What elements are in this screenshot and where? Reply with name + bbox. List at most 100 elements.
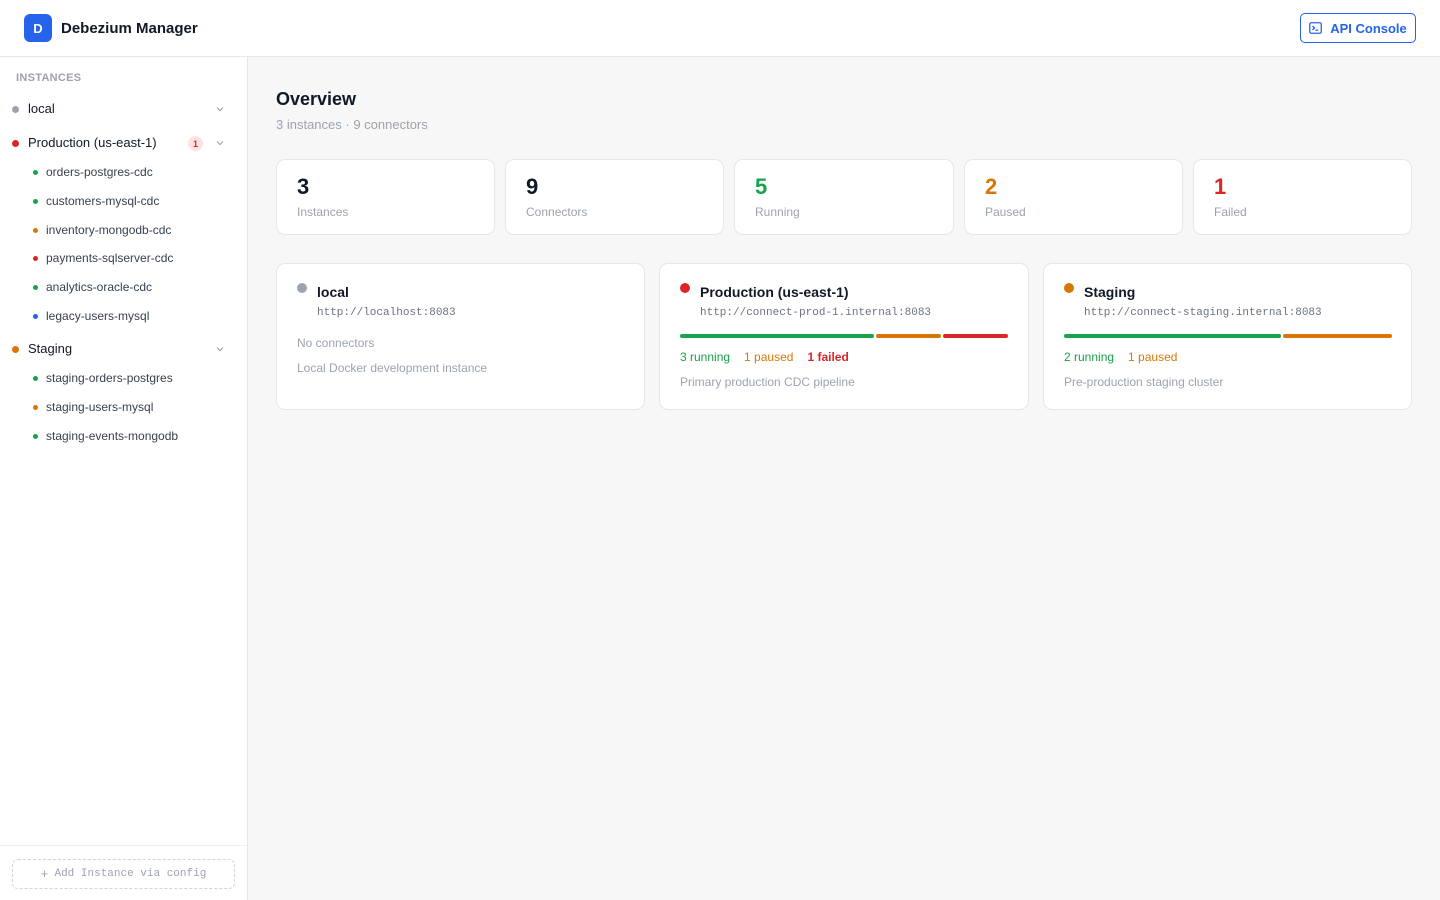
connector-label: payments-sqlserver-cdc [46, 251, 174, 265]
api-console-button[interactable]: API Console [1300, 13, 1416, 43]
status-dot [12, 140, 19, 147]
connector-label: orders-postgres-cdc [46, 165, 153, 179]
stat-label: Connectors [526, 205, 588, 219]
sidebar-instance-staging[interactable]: Staging [0, 336, 247, 362]
instance-name: local [317, 284, 349, 300]
sidebar-connector-item[interactable]: inventory-mongodb-cdc [0, 219, 247, 243]
connector-label: customers-mysql-cdc [46, 194, 160, 208]
brand[interactable]: D Debezium Manager [24, 14, 198, 42]
sidebar-instance-production[interactable]: Production (us-east-1) 1 [0, 130, 247, 156]
status-bar-segment-running [1064, 334, 1282, 338]
instance-name: Production (us-east-1) [700, 284, 849, 300]
status-dot [33, 405, 38, 410]
terminal-icon [1309, 22, 1323, 34]
failed-count-badge: 1 [188, 136, 203, 151]
stat-value: 3 [297, 174, 310, 199]
sidebar-connector-item[interactable]: staging-events-mongodb [0, 425, 247, 449]
top-bar: D Debezium Manager API Console [0, 0, 1440, 57]
sidebar-connector-item[interactable]: staging-orders-postgres [0, 367, 247, 391]
page-subtitle: 3 instances · 9 connectors [276, 117, 428, 132]
add-instance-label: Add Instance via config [54, 868, 207, 880]
main-content: Overview 3 instances · 9 connectors 3 In… [248, 57, 1440, 900]
status-count: 1 paused [744, 350, 794, 364]
connector-status-counts: 2 running 1 paused [1064, 350, 1177, 364]
status-dot [33, 376, 38, 381]
instance-card-staging[interactable]: Staging http://connect-staging.internal:… [1043, 263, 1412, 410]
connector-status-counts: 3 running 1 paused 1 failed [680, 350, 849, 364]
status-dot [12, 106, 19, 113]
sidebar-instance-label: local [28, 101, 55, 116]
sidebar-instance-local[interactable]: local [0, 96, 247, 122]
stat-card-paused: 2 Paused [964, 159, 1183, 235]
instance-card-local[interactable]: local http://localhost:8083 No connector… [276, 263, 645, 410]
app-title: Debezium Manager [61, 19, 198, 37]
stat-value: 2 [985, 174, 998, 199]
status-dot [33, 256, 38, 261]
connector-label: legacy-users-mysql [46, 309, 150, 323]
connector-status-bar [680, 334, 1008, 338]
instance-url: http://connect-staging.internal:8083 [1084, 307, 1322, 319]
no-connectors-note: No connectors [297, 336, 375, 350]
stat-card-instances: 3 Instances [276, 159, 495, 235]
status-dot [33, 199, 38, 204]
stat-label: Instances [297, 205, 349, 219]
stat-card-failed: 1 Failed [1193, 159, 1412, 235]
connector-label: analytics-oracle-cdc [46, 280, 153, 294]
instance-description: Primary production CDC pipeline [680, 375, 855, 389]
instance-description: Pre-production staging cluster [1064, 375, 1224, 389]
status-count: 1 failed [807, 350, 849, 364]
instances-section-label: INSTANCES [16, 72, 82, 84]
status-count: 3 running [680, 350, 731, 364]
connector-status-bar [1064, 334, 1392, 338]
status-bar-segment-running [680, 334, 875, 338]
status-bar-segment-failed [943, 334, 1008, 338]
status-dot [33, 285, 38, 290]
connector-label: staging-events-mongodb [46, 429, 179, 443]
status-dot [33, 170, 38, 175]
instance-name: Staging [1084, 284, 1136, 300]
instance-url: http://connect-prod-1.internal:8083 [700, 307, 932, 319]
status-count: 2 running [1064, 350, 1115, 364]
connector-label: staging-orders-postgres [46, 371, 173, 385]
status-dot [33, 314, 38, 319]
instance-url: http://localhost:8083 [317, 307, 456, 319]
status-dot [680, 283, 690, 293]
status-dot [12, 346, 19, 353]
sidebar-connector-item[interactable]: legacy-users-mysql [0, 305, 247, 329]
stat-value: 5 [755, 174, 768, 199]
sidebar-connector-item[interactable]: payments-sqlserver-cdc [0, 247, 247, 271]
sidebar-connector-item[interactable]: orders-postgres-cdc [0, 161, 247, 185]
stat-value: 9 [526, 174, 539, 199]
status-bar-segment-paused [1283, 334, 1392, 338]
sidebar: INSTANCES local Production (us-east-1) 1… [0, 57, 248, 900]
connector-label: staging-users-mysql [46, 400, 154, 414]
instance-description: Local Docker development instance [297, 361, 488, 375]
status-count: 1 paused [1128, 350, 1178, 364]
add-instance-button[interactable]: + Add Instance via config [12, 859, 235, 889]
instance-card-production[interactable]: Production (us-east-1) http://connect-pr… [659, 263, 1029, 410]
plus-icon: + [40, 866, 49, 882]
status-dot [33, 434, 38, 439]
sidebar-connector-item[interactable]: staging-users-mysql [0, 396, 247, 420]
app-logo: D [24, 14, 52, 42]
stat-label: Paused [985, 205, 1026, 219]
chevron-down-icon[interactable] [214, 137, 226, 149]
stat-label: Running [755, 205, 800, 219]
api-console-label: API Console [1330, 20, 1407, 36]
stat-card-running: 5 Running [734, 159, 954, 235]
status-bar-segment-paused [876, 334, 942, 338]
sidebar-instance-label: Production (us-east-1) [28, 135, 157, 150]
connector-label: inventory-mongodb-cdc [46, 223, 172, 237]
page-title: Overview [276, 89, 357, 109]
chevron-down-icon[interactable] [214, 343, 226, 355]
stat-label: Failed [1214, 205, 1247, 219]
sidebar-connector-item[interactable]: customers-mysql-cdc [0, 190, 247, 214]
sidebar-footer: + Add Instance via config [0, 845, 247, 900]
sidebar-instance-label: Staging [28, 341, 73, 356]
status-dot [33, 228, 38, 233]
status-dot [297, 283, 307, 293]
status-dot [1064, 283, 1074, 293]
chevron-down-icon[interactable] [214, 103, 226, 115]
stat-value: 1 [1214, 174, 1227, 199]
sidebar-connector-item[interactable]: analytics-oracle-cdc [0, 276, 247, 300]
